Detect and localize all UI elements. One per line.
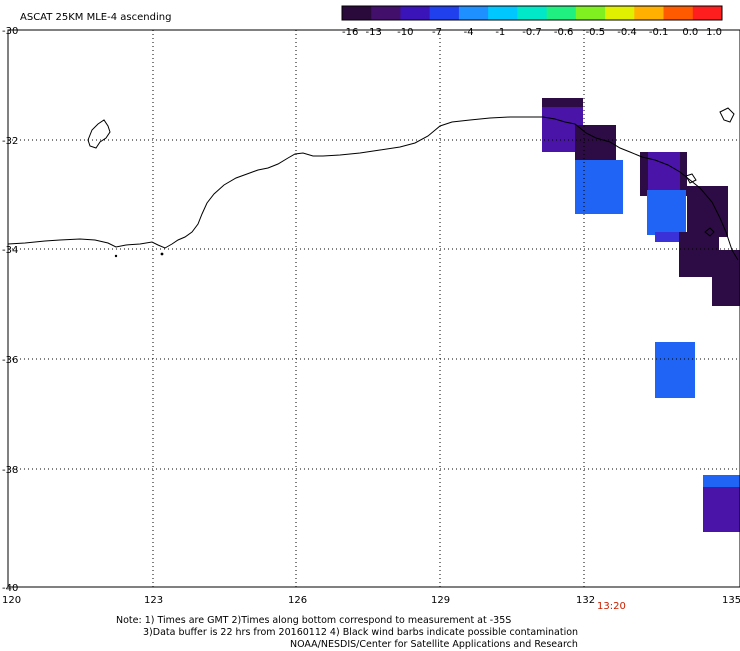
colorbar-label: -16 xyxy=(342,27,358,38)
colorbar-swatch xyxy=(575,6,606,20)
lat-label: -38 xyxy=(2,465,18,476)
colorbar-swatch xyxy=(517,6,548,20)
grid xyxy=(8,30,740,587)
islands xyxy=(114,252,164,258)
lat-labels: -30 -32 -34 -36 -38 -40 xyxy=(2,26,18,594)
note-line-1: Note: 1) Times are GMT 2)Times along bot… xyxy=(116,615,512,626)
colorbar-label: -0.6 xyxy=(554,27,574,38)
lat-label: -30 xyxy=(2,26,18,37)
colorbar-swatch xyxy=(429,6,460,20)
colorbar: -16 -13 -10 -7 -4 -1 -0.7 -0.6 -0.5 -0.4 -0.1 0.0 1.… xyxy=(341,5,723,38)
colorbar-label: -10 xyxy=(397,27,413,38)
time-label: 13:20 xyxy=(597,601,626,612)
colorbar-frame xyxy=(341,5,723,21)
colorbar-swatch xyxy=(605,6,635,20)
data-cell xyxy=(703,487,740,532)
data-cell xyxy=(712,250,740,306)
colorbar-swatch xyxy=(371,6,401,20)
lon-label: 129 xyxy=(431,595,450,606)
colorbar-swatch xyxy=(400,6,431,20)
coastline xyxy=(7,107,739,261)
data-cell xyxy=(655,232,680,242)
data-cell xyxy=(648,152,680,190)
lat-label: -36 xyxy=(2,355,18,366)
note-line-3: NOAA/NESDIS/Center for Satellite Applica… xyxy=(290,639,578,650)
data-cell xyxy=(542,98,583,108)
colorbar-swatch xyxy=(488,6,518,20)
colorbar-swatch xyxy=(458,6,489,20)
data-cells xyxy=(542,98,740,532)
colorbar-swatch xyxy=(634,6,665,20)
map-title: ASCAT 25KM MLE-4 ascending xyxy=(20,12,171,23)
colorbar-label: -0.1 xyxy=(649,27,669,38)
lon-label: 132 xyxy=(576,595,595,606)
lat-label: -34 xyxy=(2,245,18,256)
colorbar-swatch xyxy=(663,6,694,20)
colorbar-swatch xyxy=(342,6,372,20)
colorbar-label: 0.0 xyxy=(682,27,698,38)
colorbar-swatch xyxy=(546,6,577,20)
lon-label: 123 xyxy=(144,595,163,606)
colorbar-label: -1 xyxy=(495,27,505,38)
lon-label: 135 xyxy=(722,595,740,606)
lat-label: -32 xyxy=(2,136,18,147)
colorbar-label: -4 xyxy=(464,27,474,38)
colorbar-swatch xyxy=(692,6,723,20)
data-cell xyxy=(687,186,728,237)
data-cell xyxy=(647,190,686,235)
colorbar-label: 1.0 xyxy=(706,27,722,38)
note-line-2: 3)Data buffer is 22 hrs from 20160112 4)… xyxy=(143,627,579,638)
lat-label: -40 xyxy=(2,583,18,594)
data-cell xyxy=(575,160,623,214)
colorbar-label: -0.5 xyxy=(586,27,606,38)
colorbar-label: -0.7 xyxy=(522,27,542,38)
colorbar-label: -13 xyxy=(365,27,381,38)
data-cell xyxy=(655,342,695,398)
colorbar-label: -7 xyxy=(432,27,442,38)
lon-labels: 120 123 126 129 132 135 xyxy=(2,595,740,606)
map-frame xyxy=(7,29,740,588)
lon-label: 126 xyxy=(288,595,307,606)
colorbar-label: -0.4 xyxy=(617,27,637,38)
lon-label: 120 xyxy=(2,595,21,606)
data-cell xyxy=(703,475,740,487)
